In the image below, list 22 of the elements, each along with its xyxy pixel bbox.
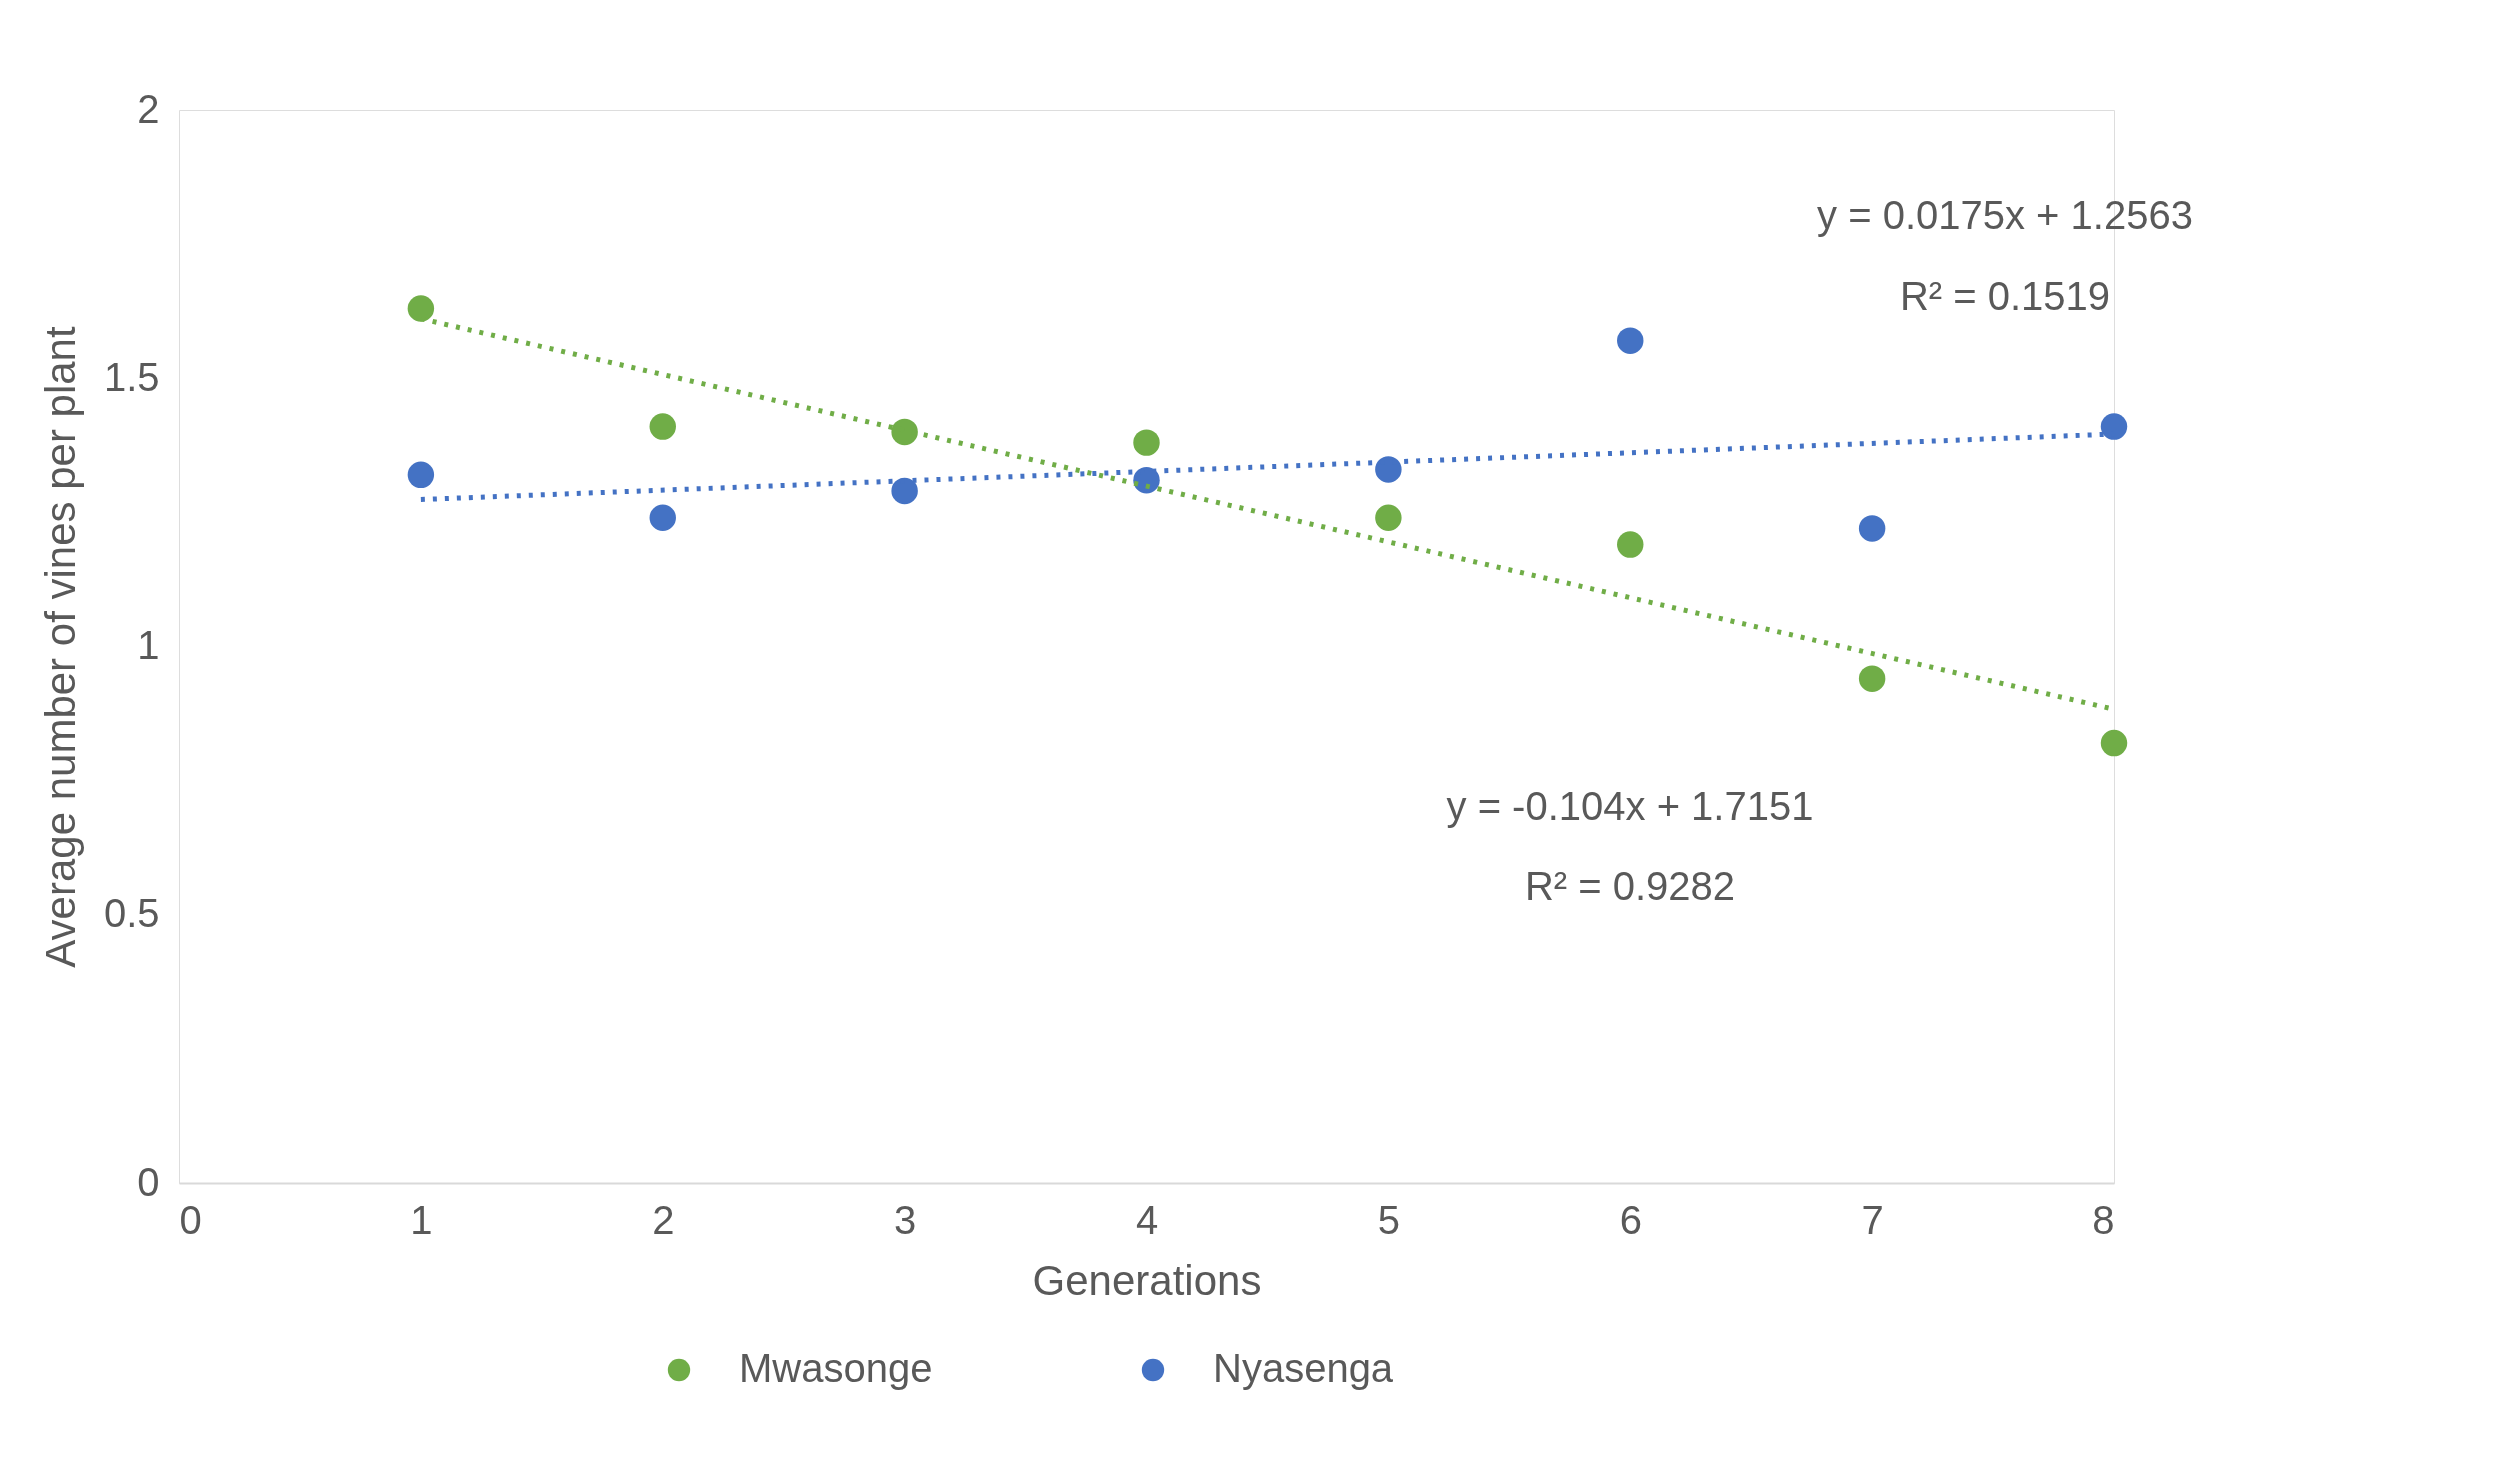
y-tick-label: 2 [137, 86, 160, 131]
y-tick-label: 1.5 [103, 354, 160, 399]
x-tick-label: 2 [652, 1197, 675, 1242]
annotation: R² = 0.9282 [1524, 864, 1736, 908]
x-tick-label: 7 [1861, 1197, 1884, 1242]
y-tick-label: 1 [137, 623, 160, 667]
x-tick-label: 6 [1619, 1197, 1642, 1242]
y-tick-label: 0 [137, 1159, 160, 1204]
x-tick-label: 3 [894, 1197, 917, 1242]
x-tick-label: 0 [179, 1197, 202, 1242]
legend-label: Nyasenga [1213, 1346, 1394, 1390]
annotation: y = 0.0175x + 1.2563 [1817, 193, 2193, 237]
x-tick-label: 4 [1135, 1197, 1159, 1242]
annotation: y = -0.104x + 1.7151 [1446, 784, 1814, 828]
y-tick-label: 0.5 [103, 891, 160, 936]
x-axis-title: Generations [1032, 1256, 1262, 1304]
y-axis-title: Average number of vines per plant [36, 326, 84, 968]
x-tick-label: 8 [2092, 1197, 2115, 1242]
x-tick-label: 5 [1377, 1197, 1400, 1242]
x-tick-label: 1 [410, 1197, 433, 1242]
legend-label: Mwasonge [739, 1346, 933, 1390]
annotation: R² = 0.1519 [1899, 274, 2111, 318]
